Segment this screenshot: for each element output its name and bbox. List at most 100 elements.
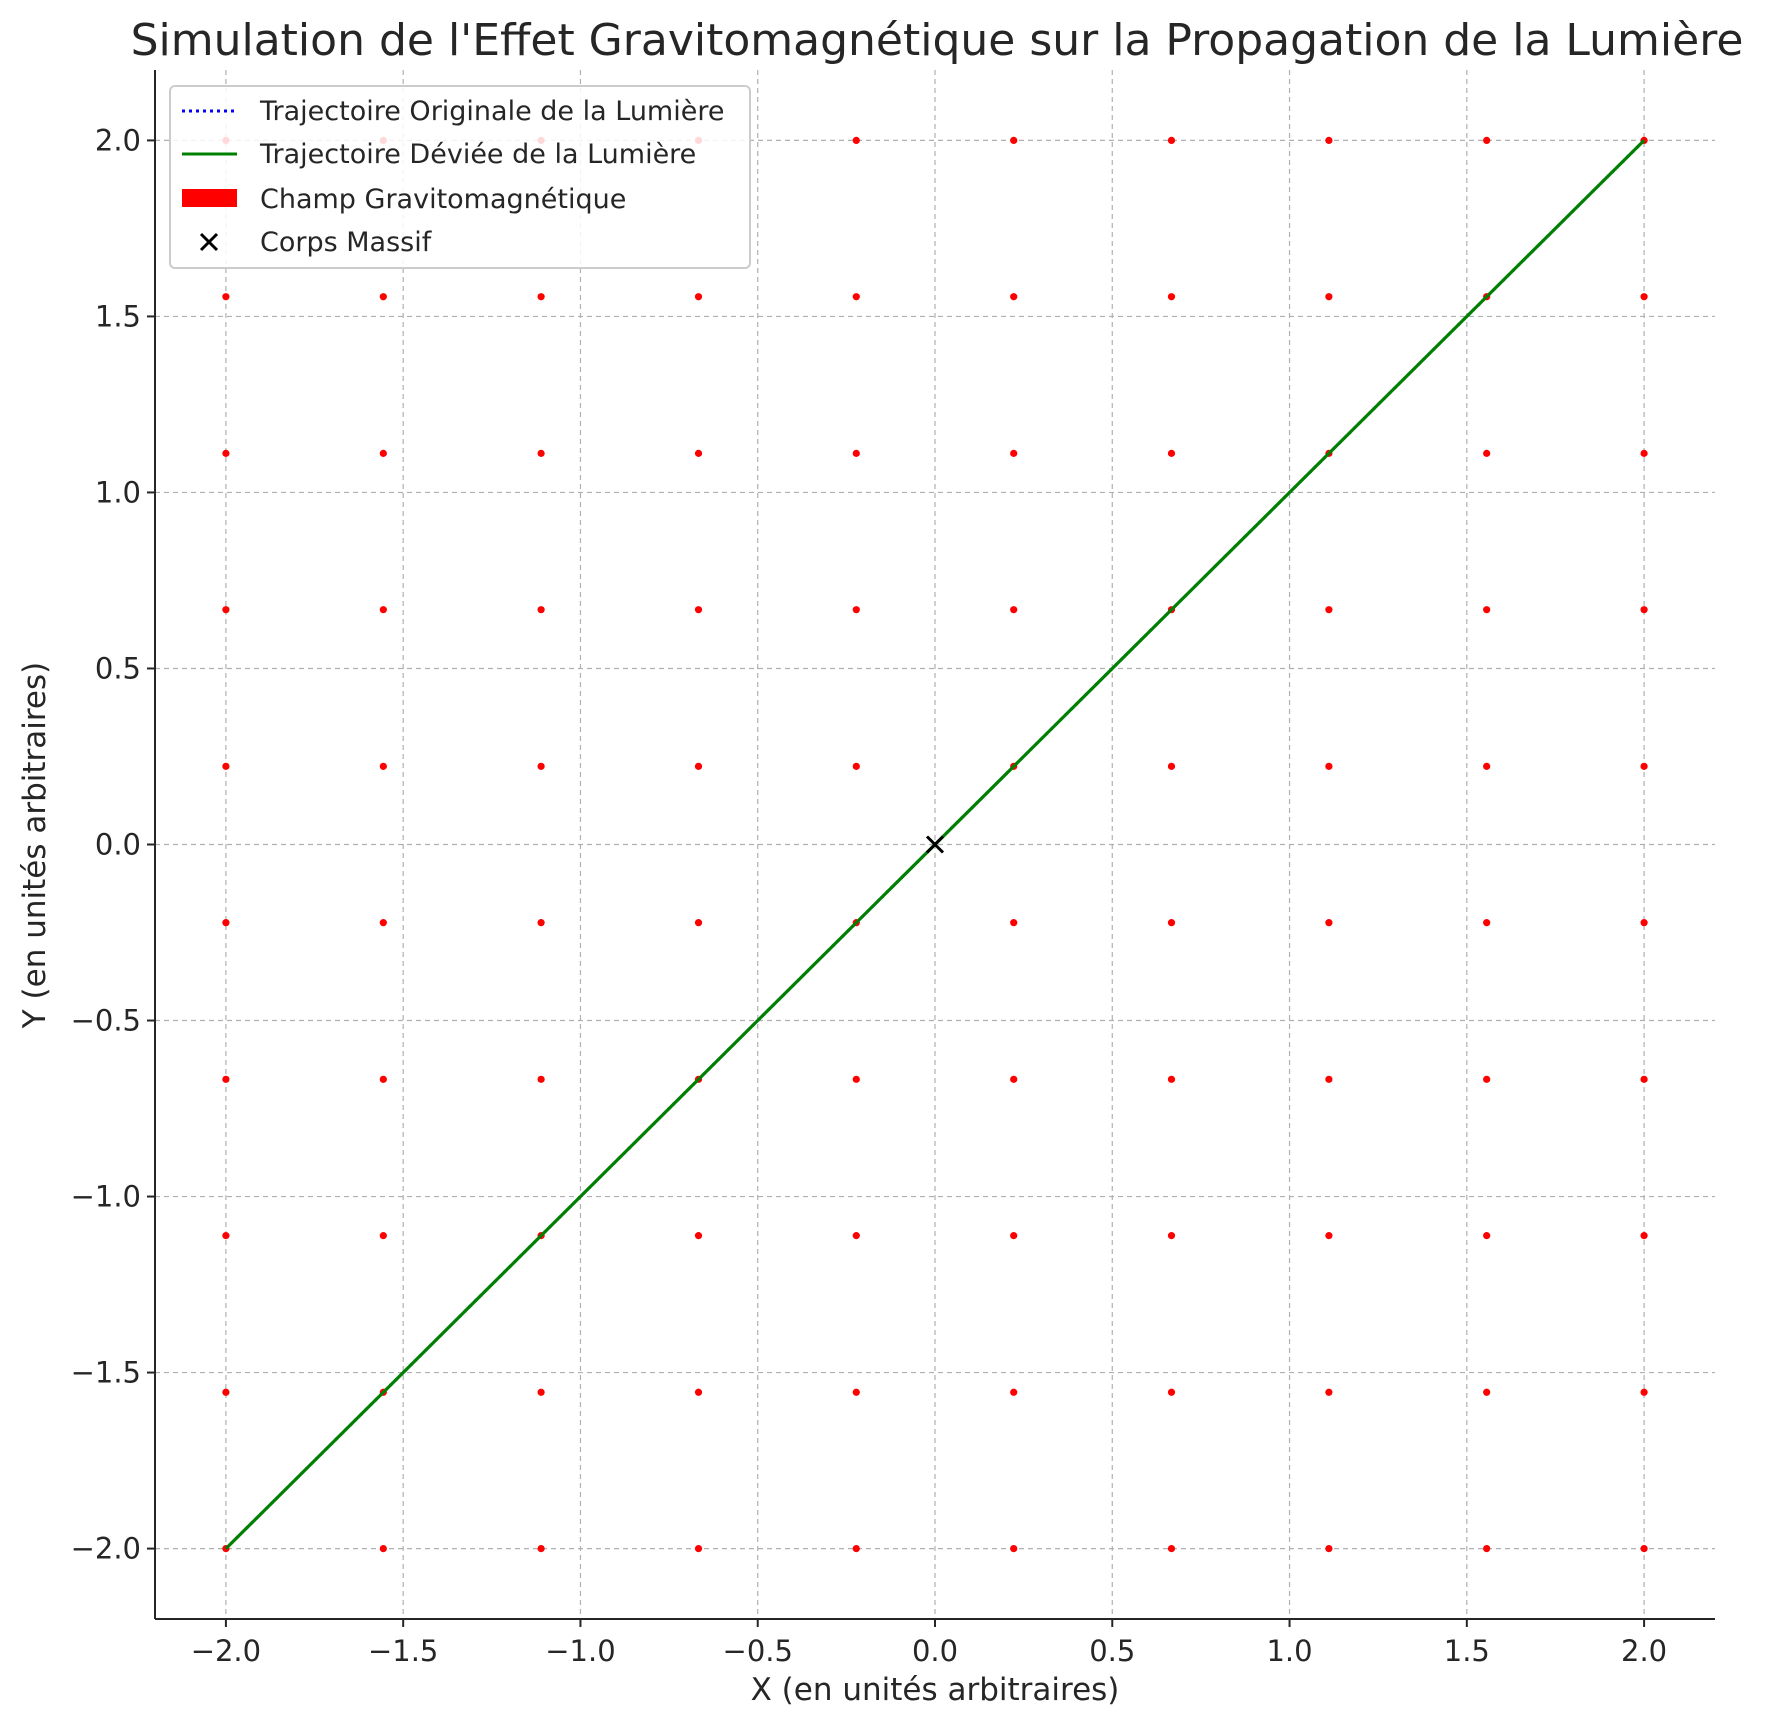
field-vector-point: [222, 449, 230, 457]
field-vector-point: [852, 1075, 860, 1083]
field-vector-point: [1483, 1075, 1491, 1083]
y-tick-label: −2.0: [71, 1532, 141, 1566]
field-vector-point: [694, 293, 703, 301]
field-vector-point: [1167, 449, 1176, 457]
field-vector-point: [1640, 293, 1648, 301]
x-tick-label: 1.5: [1444, 1634, 1490, 1668]
x-tick-label: −1.5: [368, 1634, 438, 1668]
y-tick-label: 0.5: [95, 651, 141, 685]
x-axis-title: X (en unités arbitraires): [751, 1672, 1120, 1708]
field-vector-point: [1010, 606, 1018, 614]
massive-body-layer: [925, 835, 945, 854]
field-vector-point: [379, 293, 387, 301]
field-vector-point: [852, 449, 860, 457]
field-vector-point: [1010, 293, 1018, 301]
grid-lines: [155, 70, 1715, 1619]
y-tick-label: 1.5: [95, 299, 141, 333]
x-tick-label: 0.0: [912, 1634, 958, 1668]
field-vector-point: [1483, 606, 1491, 614]
legend-label-field: Champ Gravitomagnétique: [260, 184, 626, 215]
field-vector-point: [1325, 1232, 1333, 1240]
field-vector-point: [1167, 1075, 1176, 1083]
field-vector-point: [1483, 449, 1491, 457]
field-vector-point: [852, 136, 860, 145]
field-vector-point: [379, 1544, 387, 1553]
field-vector-point: [1640, 919, 1648, 927]
field-vector-point: [1325, 919, 1333, 927]
field-vector-point: [1640, 606, 1648, 614]
field-vector-point: [1483, 1388, 1491, 1396]
field-vector-point: [852, 762, 860, 770]
field-vector-point: [1167, 136, 1176, 145]
x-tick-label: 0.5: [1089, 1634, 1135, 1668]
y-tick-label: −0.5: [71, 1004, 141, 1038]
field-vector-point: [852, 1232, 860, 1240]
legend-label-massive-body: Corps Massif: [260, 227, 433, 258]
legend: Trajectoire Originale de la Lumière Traj…: [169, 85, 751, 269]
field-vector-point: [379, 762, 387, 770]
field-vector-point: [1483, 1232, 1491, 1240]
field-vector-point: [1010, 1388, 1018, 1396]
legend-label-deviated: Trajectoire Déviée de la Lumière: [259, 139, 696, 170]
legend-swatch-field: [182, 189, 237, 207]
legend-label-original: Trajectoire Originale de la Lumière: [259, 96, 724, 127]
field-vector-point: [537, 919, 545, 927]
field-vector-point: [1325, 1544, 1333, 1553]
field-vector-point: [222, 762, 230, 770]
field-vector-point: [1640, 1075, 1648, 1083]
field-vector-point: [222, 919, 230, 927]
field-vector-point: [1640, 1232, 1648, 1240]
field-vector-point: [694, 1388, 703, 1396]
field-vector-point: [1483, 1544, 1491, 1553]
x-tick-label: −1.0: [545, 1634, 615, 1668]
field-vector-point: [537, 293, 545, 301]
y-tick-label: 1.0: [95, 475, 141, 509]
field-vector-point: [1167, 762, 1176, 770]
field-vector-point: [694, 1544, 703, 1553]
field-vector-point: [1325, 1075, 1333, 1083]
field-vector-point: [1483, 136, 1491, 145]
field-vector-point: [1167, 293, 1176, 301]
field-vector-point: [379, 1232, 387, 1240]
field-vector-point: [1325, 762, 1333, 770]
x-tick-label: 1.0: [1266, 1634, 1312, 1668]
field-vector-point: [379, 606, 387, 614]
field-vector-point: [852, 1388, 860, 1396]
field-vector-point: [537, 1544, 545, 1553]
legend-swatch-massive-body: [199, 232, 219, 252]
field-vector-point: [694, 1232, 703, 1240]
field-vector-point: [694, 606, 703, 614]
field-vector-point: [1640, 1544, 1648, 1553]
field-vector-point: [1167, 1544, 1176, 1553]
x-tick-label: −2.0: [191, 1634, 261, 1668]
x-tick-label: 2.0: [1621, 1634, 1667, 1668]
field-vector-point: [852, 1544, 860, 1553]
field-vector-point: [1325, 1388, 1333, 1396]
field-vector-point: [222, 293, 230, 301]
field-vector-point: [379, 1075, 387, 1083]
field-vector-point: [1010, 919, 1018, 927]
field-vector-point: [852, 606, 860, 614]
field-vector-point: [379, 449, 387, 457]
field-vector-point: [1640, 762, 1648, 770]
field-vector-point: [1167, 1232, 1176, 1240]
field-vector-point: [694, 449, 703, 457]
y-tick-label: −1.0: [71, 1180, 141, 1214]
y-axis-title: Y (en unités arbitraires): [17, 662, 53, 1030]
field-vector-point: [222, 1232, 230, 1240]
field-vector-point: [1483, 762, 1491, 770]
field-vector-point: [379, 919, 387, 927]
y-tick-label: 0.0: [95, 828, 141, 862]
field-vector-point: [537, 762, 545, 770]
field-vector-point: [1167, 919, 1176, 927]
field-vector-point: [537, 1388, 545, 1396]
field-vector-point: [222, 606, 230, 614]
field-vector-point: [1325, 136, 1333, 145]
ticks: −2.0 −1.5 −1.0 −0.5 0.0 0.5 1.0 1.5 2.0 −2.0 −1.5 −…: [71, 123, 1668, 1668]
field-vector-point: [537, 606, 545, 614]
field-vector-point: [537, 1075, 545, 1083]
field-vector-point: [1325, 606, 1333, 614]
legend-box: [169, 85, 751, 269]
massive-body-marker: [925, 835, 945, 854]
